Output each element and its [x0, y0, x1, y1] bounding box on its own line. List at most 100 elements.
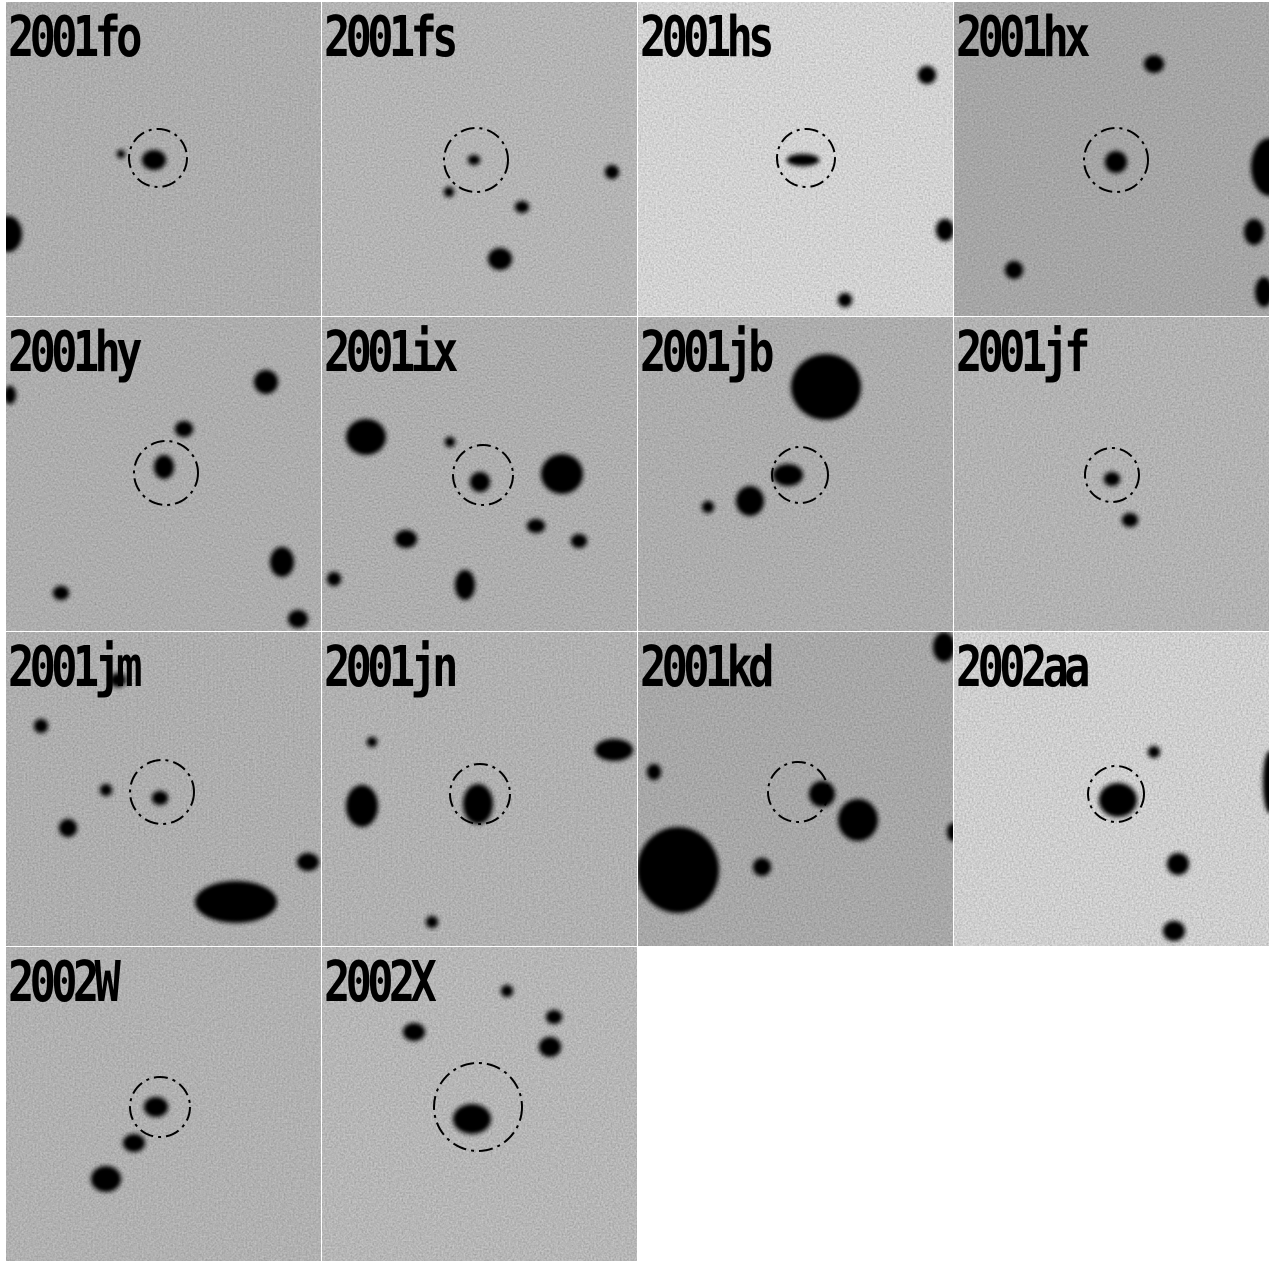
panel-2001jm-image [6, 632, 321, 946]
panel-2001jb: 2001jb [638, 317, 954, 632]
panel-2002X-image [322, 947, 637, 1261]
source-blob [948, 824, 953, 840]
source-blob [101, 785, 111, 795]
target-marker-circle [1084, 447, 1140, 503]
source-blob [145, 1098, 167, 1116]
panel-2002aa-image [954, 632, 1269, 946]
target-marker-circle [452, 444, 514, 506]
panel-label: 2001hx [956, 5, 1090, 70]
source-blob [404, 1024, 424, 1040]
source-blob [810, 782, 834, 806]
source-blob [396, 531, 416, 547]
source-blob [737, 487, 763, 515]
panel-label: 2001ix [324, 320, 458, 385]
panel-2001kd: 2001kd [638, 632, 954, 947]
panel-2001jn: 2001jn [322, 632, 638, 947]
panel-2001ix-image [322, 317, 637, 631]
source-blob [1145, 56, 1163, 72]
source-blob [489, 249, 511, 269]
source-blob [464, 785, 492, 823]
source-blob [271, 548, 293, 576]
source-blob [54, 587, 68, 599]
source-blob [703, 502, 713, 512]
source-blob [111, 674, 125, 686]
source-blob [143, 151, 165, 169]
source-blob [445, 188, 453, 196]
target-marker-circle [449, 763, 511, 825]
source-blob [516, 202, 528, 212]
panel-label: 2002W [8, 950, 121, 1015]
source-blob [289, 611, 307, 627]
panel-label: 2001jm [8, 635, 142, 700]
target-marker-circle [129, 759, 195, 825]
source-blob [1245, 220, 1263, 244]
target-marker-circle [129, 1076, 191, 1138]
panel-label: 2001hs [640, 5, 774, 70]
source-blob [788, 155, 818, 165]
panel-2001hy-image [6, 317, 321, 631]
source-blob [368, 738, 376, 746]
source-blob [1100, 784, 1136, 816]
source-blob [1123, 514, 1137, 526]
panel-2001jn-image [322, 632, 637, 946]
panel-label: 2002aa [956, 635, 1090, 700]
target-marker-circle [767, 761, 829, 823]
target-marker-circle [443, 127, 509, 193]
panel-2001fs-image [322, 2, 637, 316]
source-blob [572, 535, 586, 547]
source-blob [155, 456, 173, 478]
panel-2001ix: 2001ix [322, 317, 638, 632]
source-blob [456, 571, 474, 599]
target-marker-circle [128, 128, 188, 188]
panel-label: 2001jn [324, 635, 458, 700]
source-blob [547, 1011, 561, 1023]
source-blob [638, 828, 718, 912]
source-blob [648, 765, 660, 779]
panel-label: 2001jb [640, 320, 774, 385]
source-blob [347, 786, 377, 826]
panel-2001jb-image [638, 317, 953, 631]
source-blob [542, 455, 582, 493]
source-blob [1252, 139, 1269, 195]
source-blob [1256, 278, 1269, 306]
source-blob [92, 1167, 120, 1191]
source-blob [446, 438, 454, 446]
panel-2002W-image [6, 947, 321, 1261]
target-marker-circle [133, 440, 199, 506]
source-blob [528, 520, 544, 532]
source-blob [937, 220, 953, 240]
target-marker-circle [771, 446, 829, 504]
source-blob [1168, 854, 1188, 874]
panel-label: 2002X [324, 950, 437, 1015]
panel-label: 2001kd [640, 635, 774, 700]
source-blob [839, 800, 877, 840]
panel-label: 2001fo [8, 5, 142, 70]
target-marker-circle [1087, 765, 1145, 823]
source-blob [427, 917, 437, 927]
source-blob [124, 1135, 144, 1151]
source-blob [1106, 152, 1126, 172]
source-blob [454, 1105, 490, 1133]
panel-2001hy: 2001hy [6, 317, 322, 632]
source-blob [153, 792, 167, 804]
panel-2001kd-image [638, 632, 953, 946]
panel-2001jf: 2001jf [954, 317, 1270, 632]
source-blob [1006, 262, 1022, 278]
source-blob [792, 355, 860, 419]
target-marker-circle [776, 128, 836, 188]
target-marker-circle [433, 1062, 523, 1152]
source-blob [328, 573, 340, 585]
panel-2001fo-image [6, 2, 321, 316]
source-blob [839, 294, 851, 306]
source-blob [469, 156, 479, 164]
source-blob [1164, 922, 1184, 940]
panel-label: 2001fs [324, 5, 458, 70]
source-blob [919, 67, 935, 83]
source-blob [255, 371, 277, 393]
source-blob [176, 422, 192, 436]
source-blob [934, 633, 953, 661]
panel-2001fs: 2001fs [322, 2, 638, 317]
panel-label: 2001hy [8, 320, 142, 385]
panel-2001hx-image [954, 2, 1269, 316]
panel-2001hs-image [638, 2, 953, 316]
